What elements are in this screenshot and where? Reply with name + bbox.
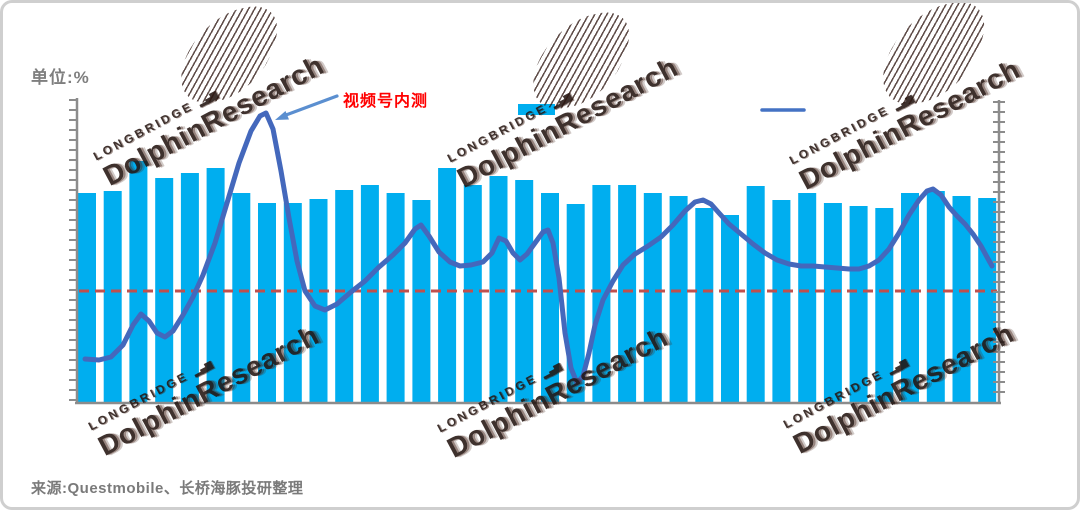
bar [746,186,765,402]
bar [592,185,611,402]
unit-label: 单位:% [31,68,90,87]
bar [438,168,457,402]
bar [952,196,971,402]
bar [669,196,688,402]
combo-chart [69,94,1005,405]
bar [78,193,96,402]
bar [772,200,791,402]
annotation-arrow-shaft [284,94,339,117]
bar [541,193,559,402]
bar [232,193,251,402]
source-label: 来源:Questmobile、长桥海豚投研整理 [31,480,304,497]
bar [129,161,148,402]
bar [643,193,662,402]
bar [849,206,868,402]
legend-bar-swatch [518,104,555,115]
bar [695,208,714,402]
bar [309,199,328,402]
bar [489,176,508,402]
bar [823,203,842,402]
bar [515,180,534,402]
bar [721,215,739,402]
data-line [82,110,995,386]
annotation-arrow-head [275,111,289,120]
bar [875,208,894,402]
annotation-label: 视频号内测 [343,93,429,110]
bar [463,185,482,402]
bar [618,185,637,402]
bar [103,191,122,402]
bar [258,203,276,402]
bar [798,193,817,402]
bar [206,168,225,402]
bar [180,173,199,402]
bar [901,193,919,402]
bar [412,200,431,402]
bar [360,185,379,402]
bar [566,204,585,402]
bar [386,193,405,402]
bar [926,191,945,402]
